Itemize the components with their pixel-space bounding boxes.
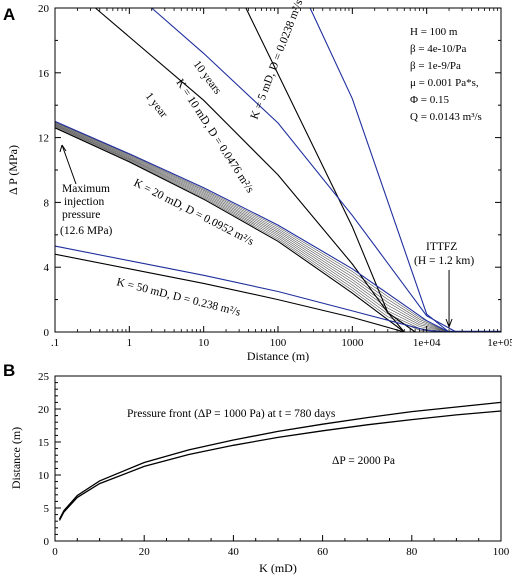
series-a-7 xyxy=(54,245,450,333)
panel-a-letter: A xyxy=(3,5,15,24)
b-y-tick-label: 15 xyxy=(38,437,50,449)
ittfz-arrowhead xyxy=(445,318,453,329)
b-x-tick-label: 60 xyxy=(317,546,329,558)
a-y-tick-label: 16 xyxy=(38,68,50,80)
a-x-tick-label: 1e+04 xyxy=(413,337,441,349)
series-a-2 xyxy=(95,7,416,333)
panel-a: A .1 1 10 100 1000 1e+04 1e+05 0 4 8 12 16 20 Distan… xyxy=(3,0,512,363)
series-a-6 xyxy=(54,253,405,333)
label-ten-years: 10 years xyxy=(191,59,224,97)
b-y-tick-label: 10 xyxy=(38,470,50,482)
label-dp2000: ΔP = 2000 Pa xyxy=(332,455,395,467)
b-x-tick-label: 40 xyxy=(228,546,240,558)
a-y-tick-label: 0 xyxy=(44,327,50,339)
label-ittfz-1: ITTFZ xyxy=(426,241,457,253)
label-k20: K = 20 mD, D = 0.0952 m²/s xyxy=(132,177,256,248)
a-y-tick-label: 4 xyxy=(44,262,50,274)
label-max-injection-3: pressure xyxy=(62,209,100,221)
panel-b-ylabel: Distance (m) xyxy=(9,427,23,489)
fan-curve-8 xyxy=(54,121,450,333)
max-injection-arrow xyxy=(61,144,77,185)
b-y-tick-label: 5 xyxy=(44,503,50,515)
panel-a-plot-area xyxy=(54,7,501,333)
panel-a-ylabel: Δ P (MPa) xyxy=(6,145,20,195)
a-x-tick-label: 10 xyxy=(198,337,210,349)
a-x-tick-label: 100 xyxy=(270,337,287,349)
param-phi: Φ = 0.15 xyxy=(410,94,449,106)
series-a-4 xyxy=(54,127,405,333)
a-x-tick-label: .1 xyxy=(51,337,59,349)
label-k50: K = 50 mD, D = 0.238 m²/s xyxy=(115,276,242,319)
b-x-tick-label: 100 xyxy=(493,546,510,558)
series-a-3 xyxy=(151,7,457,333)
series-a-1 xyxy=(309,7,450,333)
panel-a-axes: .1 1 10 100 1000 1e+04 1e+05 0 4 8 12 16 20 xyxy=(38,3,512,349)
label-one-year: 1 year xyxy=(143,90,170,120)
param-mu: μ = 0.001 Pa*s, xyxy=(410,77,479,89)
label-k5: K = 5 mD, D = 0.0238 m²/s xyxy=(249,0,306,121)
label-pressure-front: Pressure front (ΔP = 1000 Pa) at t = 780… xyxy=(127,408,336,420)
b-x-tick-label: 80 xyxy=(406,546,418,558)
b-y-tick-label: 0 xyxy=(44,536,50,548)
b-x-tick-label: 0 xyxy=(52,546,58,558)
parameter-block: H = 100 m β = 4e-10/Pa β = 1e-9/Pa μ = 0… xyxy=(410,26,482,123)
label-ittfz-2: (H = 1.2 km) xyxy=(414,255,474,267)
series-b-0 xyxy=(58,401,502,520)
a-y-tick-label: 20 xyxy=(38,3,50,15)
label-max-injection-1: Maximum xyxy=(62,183,110,195)
fan-curve-6 xyxy=(54,123,450,333)
a-y-tick-label: 12 xyxy=(38,133,49,145)
fan-curve-4 xyxy=(54,124,450,333)
fan-curve-1 xyxy=(54,126,450,333)
series-b-1 xyxy=(58,410,502,521)
panel-a-xlabel: Distance (m) xyxy=(247,349,309,363)
fan-curve-7 xyxy=(54,122,450,333)
series-a-5 xyxy=(54,120,450,333)
panel-b-frame xyxy=(54,375,502,542)
param-beta-phi: β = 4e-10/Pa xyxy=(410,43,467,55)
fan-curve-3 xyxy=(54,125,450,333)
label-max-injection-2: injection xyxy=(64,196,104,208)
panel-b: B 0 20 40 60 80 100 0 5 10 15 20 25 K (mD) Distance… xyxy=(3,361,510,575)
panel-b-plot-area xyxy=(58,401,502,521)
fan-curve-2 xyxy=(54,126,450,333)
a-x-tick-label: 1e+05 xyxy=(487,337,512,349)
series-a-0 xyxy=(245,7,405,333)
panel-b-letter: B xyxy=(3,361,15,380)
param-beta-w: β = 1e-9/Pa xyxy=(410,60,461,72)
a-y-tick-label: 8 xyxy=(44,197,50,209)
b-y-tick-label: 20 xyxy=(38,404,50,416)
fan-curve-5 xyxy=(54,124,450,333)
b-y-tick-label: 25 xyxy=(38,371,50,383)
panel-b-xlabel: K (mD) xyxy=(259,561,297,575)
b-x-tick-label: 20 xyxy=(139,546,151,558)
param-q: Q = 0.0143 m³/s xyxy=(410,111,482,123)
a-x-tick-label: 1 xyxy=(127,337,133,349)
param-h: H = 100 m xyxy=(410,26,458,38)
panel-b-axes: 0 20 40 60 80 100 0 5 10 15 20 25 xyxy=(38,371,510,558)
max-injection-arrowhead xyxy=(59,144,67,153)
a-x-tick-label: 1000 xyxy=(341,337,364,349)
label-max-injection-4: (12.6 MPa) xyxy=(60,225,113,237)
